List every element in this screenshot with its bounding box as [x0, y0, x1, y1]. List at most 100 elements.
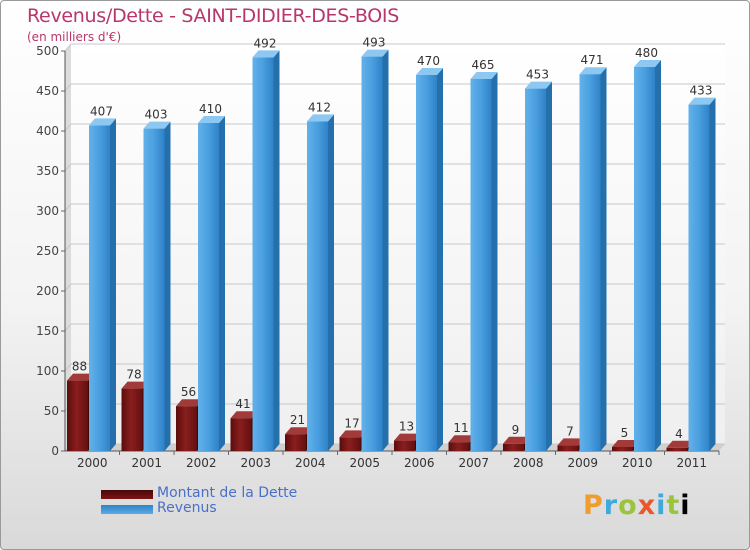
bar-revenue-side — [110, 118, 116, 452]
bar-revenue-side — [273, 50, 280, 452]
data-label-debt: 17 — [344, 416, 359, 430]
bar-revenue — [470, 79, 492, 451]
x-tick-label: 2004 — [295, 456, 326, 470]
bar-debt-top — [339, 430, 367, 438]
gridline-depth — [64, 123, 72, 132]
bar-debt-top — [121, 381, 149, 389]
y-tick-label: 150 — [36, 324, 59, 338]
data-label-debt: 56 — [181, 385, 196, 399]
data-label-debt: 7 — [566, 424, 574, 438]
x-tick-label: 2006 — [404, 456, 435, 470]
bar-revenue-side — [600, 67, 607, 451]
x-tick-label: 2007 — [458, 456, 489, 470]
bar-revenue-side — [382, 49, 389, 451]
bar-revenue-top — [89, 118, 116, 126]
data-label-revenue: 407 — [90, 104, 113, 118]
bar-revenue — [361, 56, 383, 451]
bar-debt — [176, 406, 197, 451]
bar-revenue-side — [328, 114, 334, 452]
data-label-revenue: 480 — [635, 46, 658, 60]
bar-revenue — [307, 121, 328, 452]
bar-revenue — [416, 75, 437, 451]
bar-debt-top — [612, 440, 639, 447]
bar-revenue-side — [437, 68, 443, 451]
bar-revenue-side — [219, 116, 225, 451]
x-tick-label: 2011 — [676, 456, 707, 470]
x-tick-label: 2001 — [131, 456, 162, 470]
bar-revenue — [252, 57, 274, 452]
bar-debt — [612, 447, 633, 451]
y-tick-label: 200 — [36, 284, 59, 298]
bar-revenue — [634, 67, 655, 451]
x-tick-label: 2009 — [567, 456, 598, 470]
data-label-revenue: 412 — [308, 100, 331, 114]
y-tick-label: 300 — [36, 204, 59, 218]
bar-revenue — [525, 88, 546, 451]
x-tick-label: 2008 — [513, 456, 544, 470]
bar-revenue — [579, 74, 601, 451]
bars-layer — [67, 49, 716, 452]
data-label-revenue: 410 — [199, 102, 222, 116]
gridline-depth — [64, 163, 72, 172]
gridline-depth — [64, 203, 72, 212]
logo-letter: t — [666, 490, 681, 521]
chart-subtitle: (en milliers d'€) — [27, 30, 122, 44]
data-label-revenue: 403 — [145, 108, 168, 122]
data-label-debt: 13 — [399, 420, 414, 434]
bar-revenue-top — [143, 121, 171, 129]
data-label-revenue: 471 — [581, 53, 604, 67]
data-label-debt: 5 — [621, 426, 629, 440]
data-label-revenue: 492 — [254, 36, 277, 50]
bar-revenue — [89, 125, 110, 452]
bar-debt-top — [285, 427, 312, 435]
logo-letter: P — [583, 490, 604, 521]
legend-label-debt: Montant de la Dette — [157, 485, 298, 501]
x-tick-label: 2003 — [240, 456, 271, 470]
y-tick-label: 400 — [36, 124, 59, 138]
bar-debt-top — [394, 433, 421, 441]
gridline-depth — [64, 43, 72, 52]
bar-debt — [394, 440, 415, 451]
legend-swatch-debt — [101, 490, 153, 499]
bar-debt — [230, 418, 252, 451]
bar-debt — [448, 442, 470, 451]
data-label-debt: 9 — [512, 423, 520, 437]
bar-revenue-top — [688, 97, 716, 105]
axis-layer: 0 50 100 150 200 250 300 350 400 450 500 2000 2001 20… — [36, 44, 720, 470]
data-label-debt: 78 — [126, 368, 141, 382]
data-label-debt: 41 — [235, 397, 250, 411]
bar-revenue-side — [491, 72, 498, 451]
y-tick-label: 0 — [51, 444, 59, 458]
proxiti-logo: Proxiti — [583, 490, 691, 521]
data-label-debt: 4 — [675, 427, 683, 441]
bar-debt-top — [448, 435, 476, 443]
bar-revenue-top — [470, 72, 498, 79]
bar-revenue-top — [525, 81, 552, 89]
grid-layer — [64, 43, 725, 452]
x-tick-label: 2002 — [186, 456, 217, 470]
y-tick-label: 50 — [44, 404, 59, 418]
x-tick-label: 2010 — [622, 456, 653, 470]
bar-debt-top — [557, 438, 585, 446]
legend-swatch-revenue — [101, 505, 153, 514]
data-labels-layer: 88 407 78 403 56 410 41 492 21 412 17 493 13 470 11 465… — [72, 36, 713, 441]
bar-debt-top — [666, 440, 694, 448]
gridline-depth — [64, 363, 72, 372]
bar-revenue — [198, 123, 219, 451]
data-label-revenue: 465 — [472, 58, 495, 72]
bar-debt — [339, 437, 361, 451]
data-label-debt: 11 — [453, 421, 468, 435]
x-tick-label: 2000 — [77, 456, 108, 470]
bar-revenue-side — [709, 97, 716, 451]
legend-label-revenue: Revenus — [157, 500, 217, 516]
bar-revenue-top — [416, 68, 443, 75]
data-label-revenue: 433 — [690, 84, 713, 98]
y-tick-label: 350 — [36, 164, 59, 178]
bar-revenue-top — [634, 60, 661, 67]
bar-debt — [67, 380, 88, 451]
bar-revenue-side — [655, 60, 661, 451]
gridline-depth — [64, 83, 72, 92]
data-label-revenue: 493 — [363, 36, 386, 50]
bar-revenue-top — [579, 67, 607, 75]
